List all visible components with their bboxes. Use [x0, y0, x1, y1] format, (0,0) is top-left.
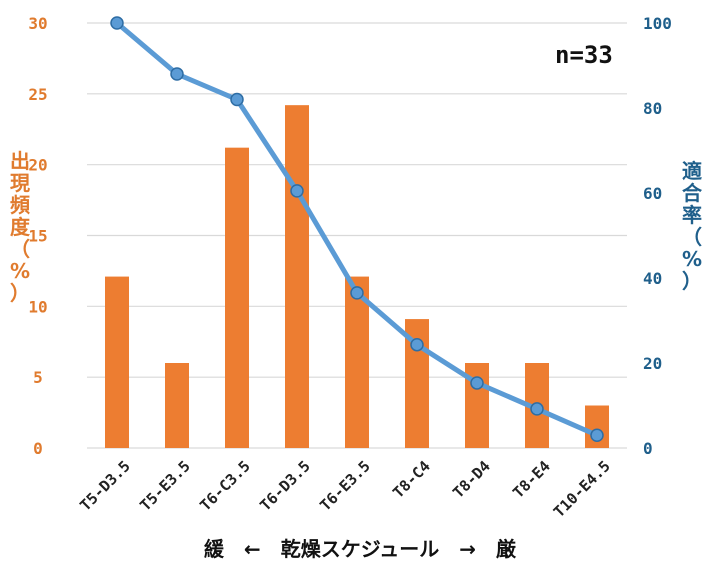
- line-point: [590, 428, 604, 442]
- line-point: [230, 92, 244, 107]
- line-point: [470, 376, 484, 390]
- sample-size-annotation: n=33: [555, 41, 613, 69]
- right-tick-label: 60: [643, 184, 662, 203]
- x-tick-label: T6-C3.5: [196, 457, 253, 514]
- left-tick-label: 5: [33, 368, 43, 387]
- left-tick-label: 10: [28, 297, 47, 316]
- right-axis-label-text: 適合率（%）: [682, 159, 703, 293]
- left-axis-label-text: 出現頻度（%）: [10, 149, 31, 305]
- left-tick-label: 30: [28, 14, 47, 33]
- left-tick-label: 20: [28, 156, 47, 175]
- bar: [345, 276, 369, 448]
- bar: [225, 147, 249, 448]
- x-tick-label: T6-E3.5: [316, 457, 373, 514]
- x-tick-label: T8-D4: [449, 457, 494, 502]
- x-tick-label: T10-E4.5: [550, 457, 614, 521]
- right-tick-label: 100: [643, 14, 672, 33]
- line-point: [110, 16, 124, 30]
- x-axis-label: 緩 ← 乾燥スケジュール → 厳: [204, 537, 517, 561]
- right-tick-label: 20: [643, 354, 662, 373]
- right-tick-label: 0: [643, 439, 653, 458]
- left-axis-label: 出現頻度（%）: [10, 149, 31, 305]
- line-point: [290, 184, 304, 198]
- left-tick-label: 0: [33, 439, 43, 458]
- x-tick-label: T5-D3.5: [76, 457, 133, 514]
- bar: [165, 363, 189, 448]
- bar: [285, 105, 309, 449]
- line-point: [350, 286, 364, 300]
- x-tick-label: T8-E4: [509, 457, 554, 502]
- line-point: [170, 67, 184, 81]
- right-tick-label: 80: [643, 99, 662, 118]
- x-tick-label: T5-E3.5: [136, 457, 193, 514]
- x-tick-label: T8-C4: [389, 457, 434, 502]
- right-tick-label: 40: [643, 269, 662, 288]
- right-axis-label: 適合率（%）: [682, 159, 703, 293]
- line-point: [530, 402, 544, 416]
- line-series: [110, 16, 604, 442]
- bar-series: [105, 105, 609, 449]
- bar: [105, 276, 129, 448]
- left-tick-label: 15: [28, 227, 47, 246]
- line-point: [410, 337, 424, 352]
- x-tick-label: T6-D3.5: [256, 457, 313, 514]
- left-tick-label: 25: [28, 85, 47, 104]
